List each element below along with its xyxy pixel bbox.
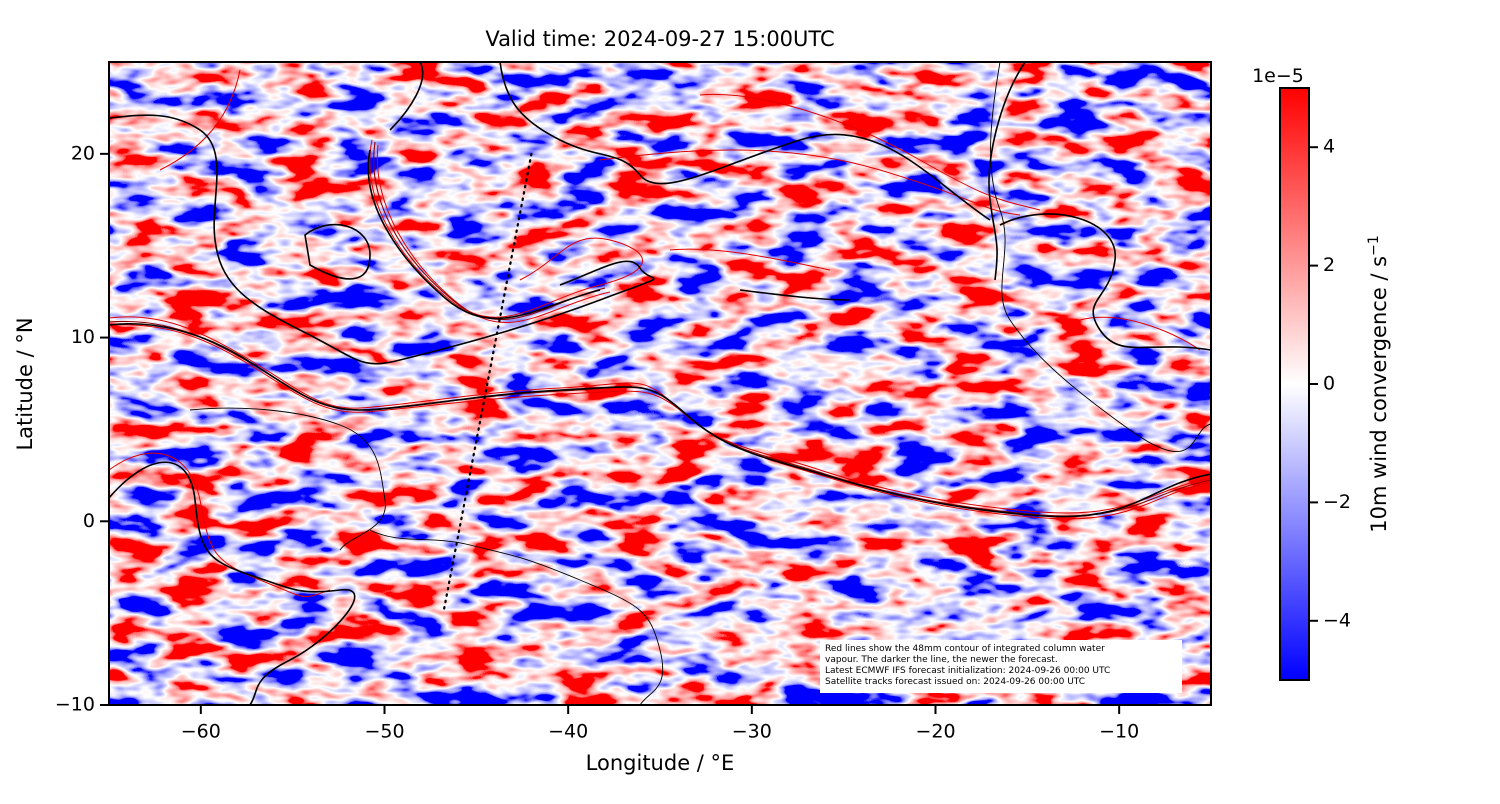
y-tick-label: 20 — [71, 142, 95, 164]
colorbar — [1279, 87, 1310, 681]
colorbar-offset: 1e−5 — [1252, 65, 1304, 87]
x-tick-label: −60 — [181, 721, 221, 743]
colorbar-label-text: 10m wind convergence / s — [1367, 256, 1391, 533]
y-tick-label: −10 — [55, 694, 95, 716]
annotation-box — [820, 640, 1182, 693]
colorbar-tick-label: 2 — [1323, 254, 1335, 276]
satellite-track — [442, 152, 533, 615]
annotation-line: Satellite tracks forecast issued on: 202… — [825, 677, 1085, 687]
colorbar-label: 10m wind convergence / s−1 — [1366, 235, 1391, 533]
x-tick-label: −30 — [732, 721, 772, 743]
colorbar-tick-label: −2 — [1323, 491, 1351, 513]
coastlines-fine — [189, 62, 1211, 705]
convergence-field — [109, 62, 1211, 705]
y-axis-label: Latitude / °N — [13, 317, 37, 450]
annotation-line: vapour. The darker the line, the newer t… — [825, 655, 1058, 665]
coastlines — [109, 62, 1211, 705]
track-layer — [442, 152, 533, 615]
annotation-line: Red lines show the 48mm contour of integ… — [825, 644, 1105, 654]
x-tick-label: −50 — [364, 721, 404, 743]
x-tick-label: −40 — [548, 721, 588, 743]
y-tick-label: 0 — [83, 510, 95, 532]
colorbar-tick-label: 0 — [1323, 373, 1335, 395]
moisture-contours — [109, 69, 1211, 598]
colorbar-tick-label: −4 — [1323, 609, 1351, 631]
colorbar-label-exponent: −1 — [1366, 235, 1382, 256]
annotation-line: Latest ECMWF IFS forecast initialization… — [825, 666, 1110, 676]
y-tick-label: 10 — [71, 326, 95, 348]
x-tick-label: −10 — [1099, 721, 1139, 743]
map-area: Red lines show the 48mm contour of integ… — [109, 62, 1211, 705]
x-axis-label: Longitude / °E — [586, 751, 735, 775]
colorbar-tick-label: 4 — [1323, 136, 1335, 158]
chart-title: Valid time: 2024-09-27 15:00UTC — [485, 27, 834, 51]
plot-frame — [108, 61, 1212, 706]
x-tick-label: −20 — [915, 721, 955, 743]
